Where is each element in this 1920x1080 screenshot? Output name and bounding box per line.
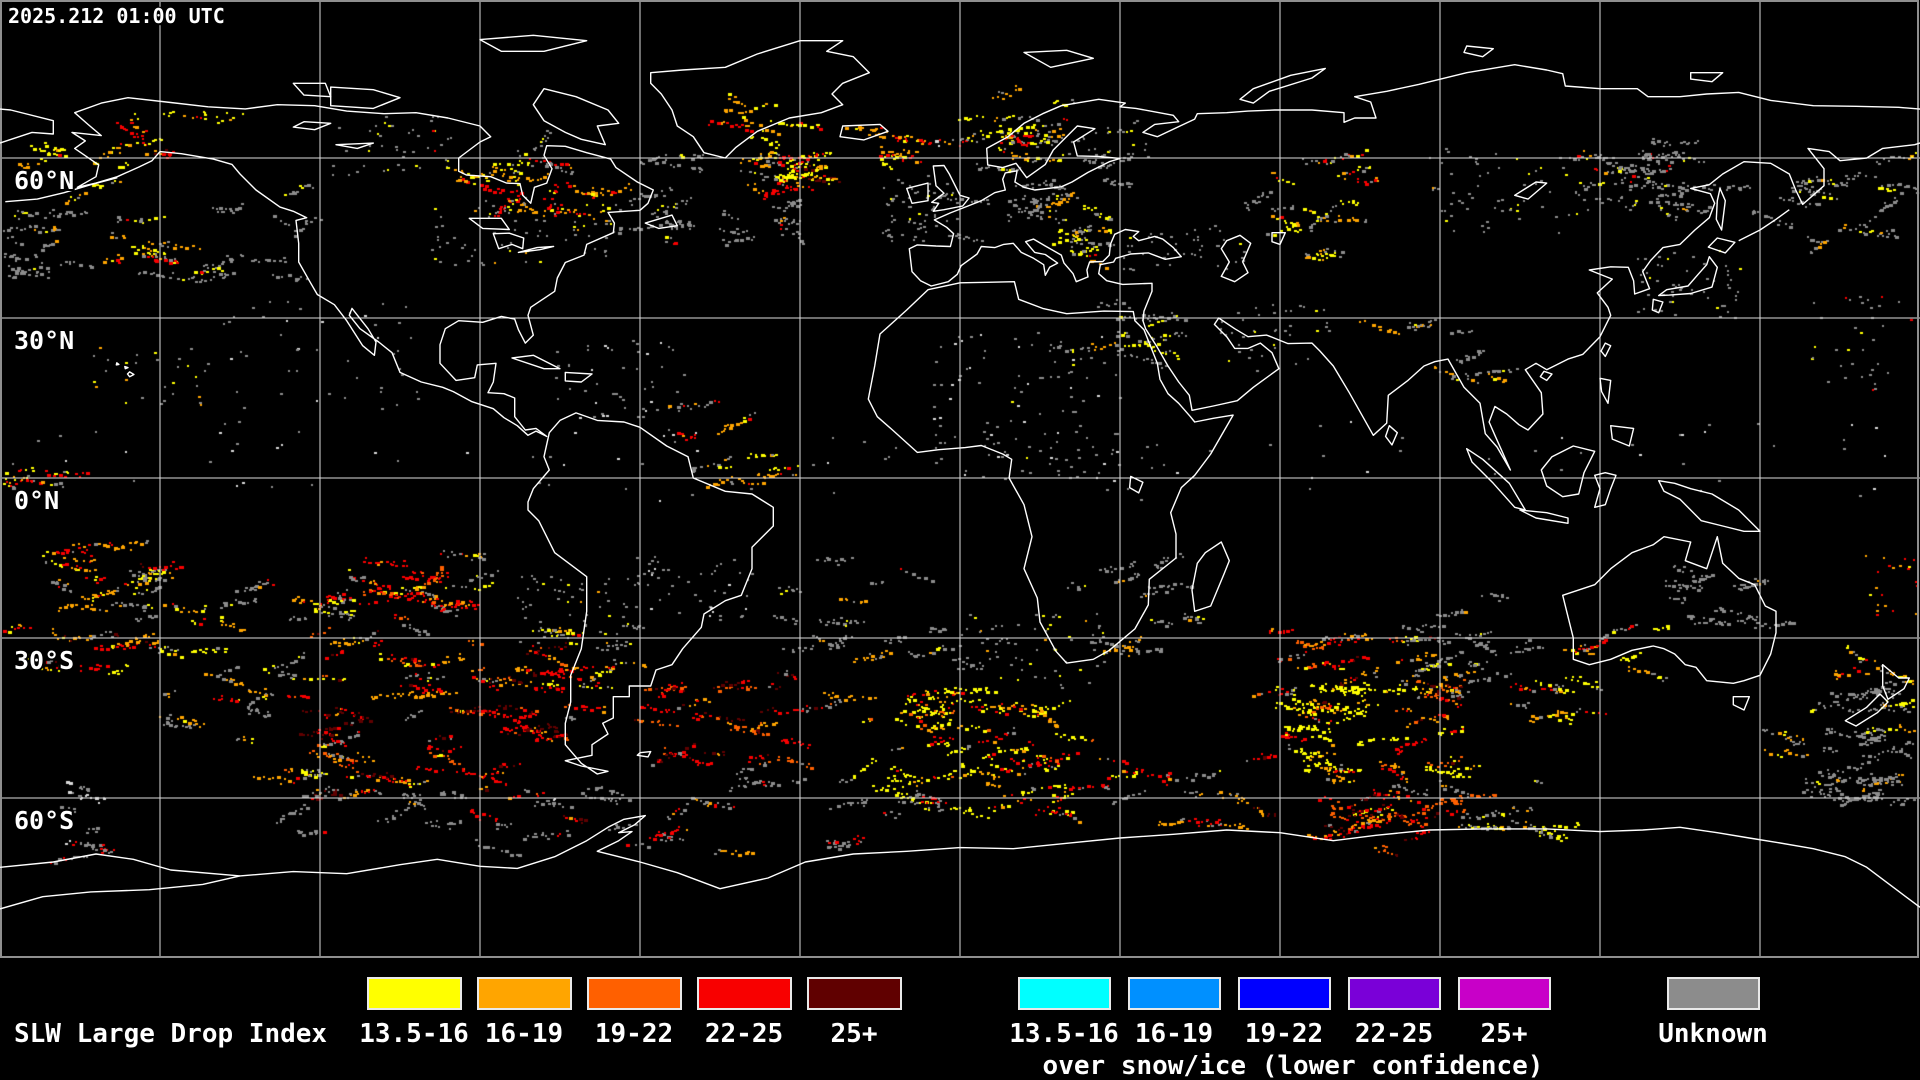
coastline [1594, 472, 1617, 508]
coastline [330, 86, 401, 110]
coastline [1732, 696, 1750, 711]
coastline [1519, 509, 1569, 524]
legend-range-primary-2: 19-22 [594, 1019, 674, 1049]
coastline [292, 121, 332, 131]
timestamp-label: 2025.212 01:00 UTC [8, 4, 225, 28]
coastline [1844, 693, 1889, 727]
coastline [71, 97, 654, 438]
coastline [1651, 298, 1664, 314]
snow-ice-caption: over snow/ice (lower confidence) [1042, 1051, 1544, 1080]
legend-swatch-snowice-1 [1128, 977, 1221, 1010]
coastline [931, 164, 970, 212]
latitude-label: 60°S [14, 806, 74, 835]
map-overlay: 60°N 30°N 0°N 30°S 60°S [0, 0, 1920, 958]
coastline [908, 64, 1920, 471]
coastline [1128, 475, 1144, 494]
coastline [1658, 480, 1761, 532]
coastline [124, 365, 129, 370]
coastline [1514, 181, 1548, 200]
coastline [1220, 234, 1252, 283]
legend-range-primary-1: 16-19 [484, 1019, 564, 1049]
coastline [468, 217, 510, 231]
coastline [532, 88, 620, 146]
coastline [1384, 425, 1398, 446]
legend-swatch-primary-1 [477, 977, 572, 1010]
coastline [517, 245, 555, 254]
legend-swatch-snowice-2 [1238, 977, 1331, 1010]
coastline [5, 177, 118, 203]
coastline [867, 281, 1234, 664]
legend-swatch-primary-3 [697, 977, 792, 1010]
legend-range-snowice-2: 19-22 [1244, 1019, 1324, 1049]
coastline [1562, 536, 1777, 684]
legend-range-snowice-0: 13.5-16 [1009, 1019, 1119, 1049]
latitude-label: 30°N [14, 326, 74, 355]
legend-swatch-primary-0 [367, 977, 462, 1010]
coastline [1191, 541, 1230, 612]
coastline [335, 142, 374, 150]
coastline [636, 750, 652, 758]
coastline [292, 82, 332, 98]
legend-swatch-snowice-0 [1018, 977, 1111, 1010]
latitude-label: 60°N [14, 166, 74, 195]
legend-swatch-unknown [1667, 977, 1760, 1010]
coastline [1707, 237, 1736, 254]
coastline [1610, 425, 1635, 447]
legend-range-primary-4: 25+ [830, 1019, 878, 1049]
legend-swatch-primary-2 [587, 977, 682, 1010]
coastline [644, 214, 678, 230]
coastline [1715, 187, 1726, 231]
coastline [1540, 445, 1596, 498]
coastline [1600, 342, 1612, 358]
legend-range-primary-0: 13.5-16 [359, 1019, 469, 1049]
coastline [1463, 45, 1494, 58]
coastline [839, 123, 889, 141]
coastline [0, 875, 241, 910]
coastline [126, 371, 135, 378]
coastline [564, 371, 593, 383]
coastline [1658, 256, 1718, 297]
legend-swatch-primary-4 [807, 977, 902, 1010]
coastline [0, 108, 54, 144]
legend-unknown-label: Unknown [1658, 1019, 1768, 1049]
legend-swatch-snowice-3 [1348, 977, 1441, 1010]
legend-range-primary-3: 22-25 [704, 1019, 784, 1049]
coastline [479, 34, 588, 52]
coastline [1023, 49, 1094, 68]
coastline [906, 182, 929, 204]
coastline [1239, 67, 1326, 104]
coastline [650, 40, 870, 159]
coastline [1539, 370, 1553, 382]
coastline [511, 354, 561, 370]
coastline [1738, 209, 1790, 242]
coastline [492, 232, 525, 250]
legend-range-snowice-4: 25+ [1480, 1019, 1528, 1049]
coastline [1466, 448, 1526, 511]
coastline [1882, 664, 1910, 700]
legend-range-snowice-1: 16-19 [1134, 1019, 1214, 1049]
latitude-label: 30°S [14, 646, 74, 675]
latitude-label: 0°N [14, 486, 59, 515]
coastline [1271, 232, 1286, 246]
legend-swatch-snowice-4 [1458, 977, 1551, 1010]
coastline [115, 362, 120, 366]
coastline [1599, 377, 1612, 404]
legend-range-snowice-3: 22-25 [1354, 1019, 1434, 1049]
coastline [527, 412, 774, 775]
map-frame [0, 0, 1919, 958]
legend-title: SLW Large Drop Index [14, 1019, 328, 1049]
coastline [0, 814, 1920, 908]
coastline [1690, 72, 1724, 83]
